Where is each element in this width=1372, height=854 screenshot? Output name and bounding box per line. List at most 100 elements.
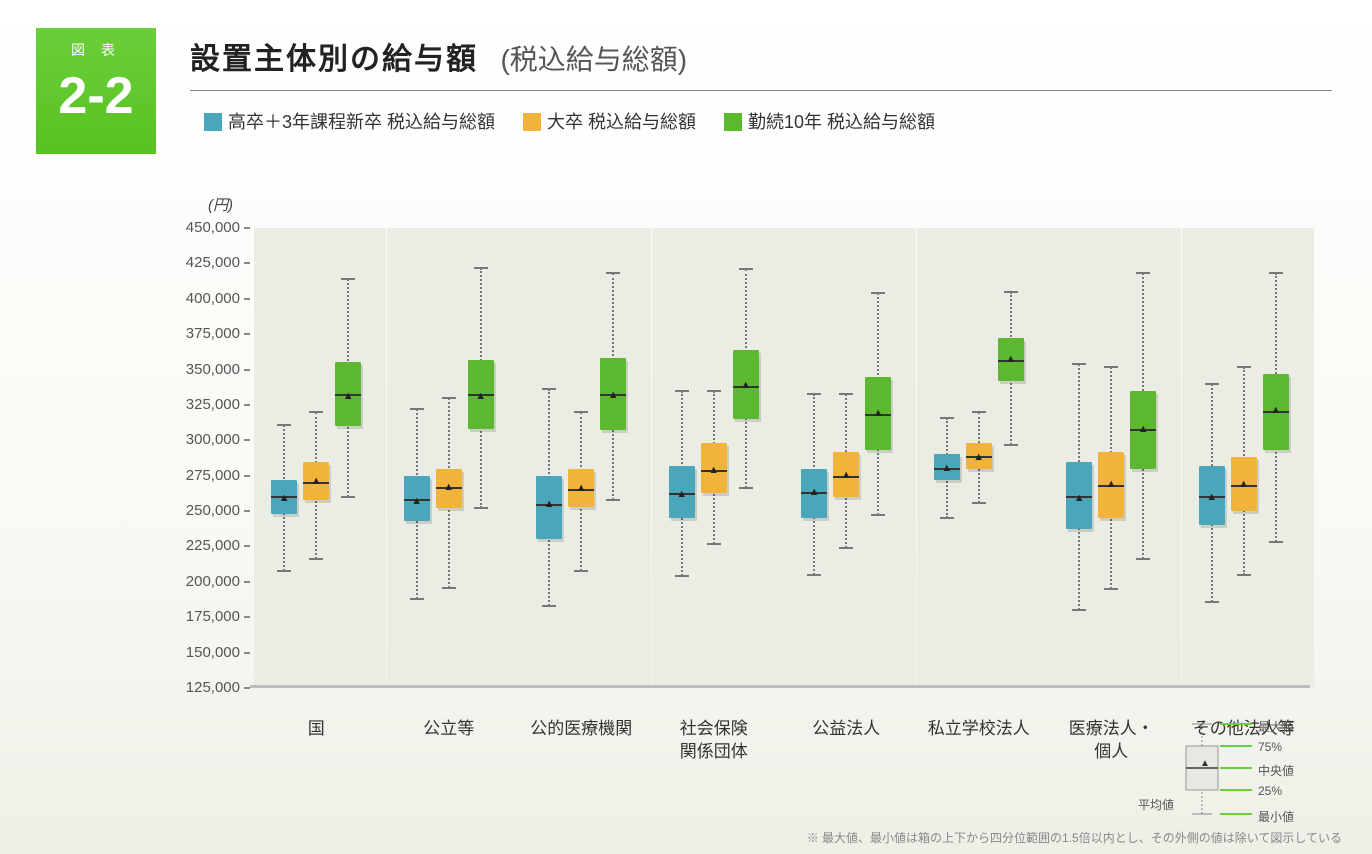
footnote: ※ 最大値、最小値は箱の上下から四分位範囲の1.5倍以内とし、その外側の値は除い… <box>807 829 1342 846</box>
y-tick-mark <box>244 687 250 689</box>
page-subtitle: (税込給与総額) <box>500 44 687 75</box>
category-label: 社会保険 関係団体 <box>644 718 784 764</box>
mean-marker: ▲ <box>1206 491 1217 503</box>
whisker-cap <box>707 390 721 392</box>
whisker-cap <box>940 417 954 419</box>
mean-marker: ▲ <box>1106 478 1117 490</box>
y-tick-label: 450,000 <box>120 219 240 236</box>
chart-area: (円) 125,000150,000175,000200,000225,0002… <box>120 200 1320 730</box>
page-title: 設置主体別の給与額 <box>190 43 478 76</box>
y-tick-label: 125,000 <box>120 679 240 696</box>
mean-marker: ▲ <box>740 379 751 391</box>
boxplot: ▲ <box>801 228 827 688</box>
y-tick-label: 375,000 <box>120 325 240 342</box>
category-label: 国 <box>246 718 386 741</box>
whisker-cap <box>1237 574 1251 576</box>
whisker-cap <box>277 570 291 572</box>
y-axis-unit: (円) <box>208 194 233 215</box>
y-tick-label: 225,000 <box>120 537 240 554</box>
legend-swatch <box>523 113 541 131</box>
boxplot: ▲ <box>1130 228 1156 688</box>
key-mean: 平均値 <box>1138 796 1174 813</box>
legend-label: 大卒 税込給与総額 <box>547 112 696 132</box>
y-tick-mark <box>244 652 250 654</box>
whisker-cap <box>574 411 588 413</box>
y-tick-mark <box>244 227 250 229</box>
whisker-cap <box>410 598 424 600</box>
legend-item: 大卒 税込給与総額 <box>523 112 696 132</box>
mean-marker: ▲ <box>841 469 852 481</box>
title-rule <box>190 90 1332 91</box>
y-tick-label: 150,000 <box>120 644 240 661</box>
y-tick-mark <box>244 333 250 335</box>
whisker-cap <box>341 278 355 280</box>
whisker-cap <box>1136 558 1150 560</box>
whisker-cap <box>1269 541 1283 543</box>
boxplot: ▲ <box>865 228 891 688</box>
y-tick-mark <box>244 298 250 300</box>
boxplot: ▲ <box>733 228 759 688</box>
whisker-cap <box>1104 588 1118 590</box>
whisker-cap <box>410 408 424 410</box>
whisker-cap <box>474 267 488 269</box>
whisker-cap <box>341 496 355 498</box>
boxplot: ▲ <box>1098 228 1124 688</box>
boxplot: ▲ <box>568 228 594 688</box>
title-row: 設置主体別の給与額 (税込給与総額) <box>190 34 1332 78</box>
whisker-cap <box>542 388 556 390</box>
y-tick-mark <box>244 439 250 441</box>
boxplot: ▲ <box>701 228 727 688</box>
mean-marker: ▲ <box>475 390 486 402</box>
whisker-cap <box>1072 363 1086 365</box>
boxplot: ▲ <box>1199 228 1225 688</box>
whisker-cap <box>839 547 853 549</box>
y-tick-label: 250,000 <box>120 502 240 519</box>
whisker-cap <box>542 605 556 607</box>
mean-marker: ▲ <box>973 451 984 463</box>
mean-marker: ▲ <box>809 486 820 498</box>
boxplot: ▲ <box>536 228 562 688</box>
boxplot: ▲ <box>436 228 462 688</box>
whisker-cap <box>574 570 588 572</box>
whisker-cap <box>1104 366 1118 368</box>
legend: 高卒＋3年課程新卒 税込給与総額 大卒 税込給与総額 勤続10年 税込給与総額 <box>204 108 963 134</box>
whisker-cap <box>309 411 323 413</box>
boxplot: ▲ <box>271 228 297 688</box>
whisker-cap <box>871 514 885 516</box>
whisker-cap <box>707 543 721 545</box>
boxplot: ▲ <box>303 228 329 688</box>
svg-text:▲: ▲ <box>1200 758 1210 769</box>
mean-marker: ▲ <box>576 482 587 494</box>
whisker-cap <box>940 517 954 519</box>
boxplot: ▲ <box>1263 228 1289 688</box>
boxplot: ▲ <box>1066 228 1092 688</box>
boxplot: ▲ <box>833 228 859 688</box>
whisker-cap <box>1072 609 1086 611</box>
whisker-cap <box>442 587 456 589</box>
whisker-cap <box>1237 366 1251 368</box>
boxplot: ▲ <box>669 228 695 688</box>
mean-marker: ▲ <box>1005 353 1016 365</box>
whisker-cap <box>807 393 821 395</box>
key-p25: 25% <box>1258 784 1282 798</box>
badge-number: 2-2 <box>36 60 156 122</box>
whisker-cap <box>807 574 821 576</box>
y-tick-mark <box>244 404 250 406</box>
category-label: 公立等 <box>379 718 519 741</box>
y-tick-label: 300,000 <box>120 431 240 448</box>
whisker-cap <box>675 390 689 392</box>
whisker-cap <box>1205 601 1219 603</box>
figure-badge: 図 表 2-2 <box>36 28 156 154</box>
legend-item: 高卒＋3年課程新卒 税込給与総額 <box>204 112 495 132</box>
mean-marker: ▲ <box>608 389 619 401</box>
legend-item: 勤続10年 税込給与総額 <box>724 112 935 132</box>
legend-label: 高卒＋3年課程新卒 税込給与総額 <box>228 112 495 132</box>
boxplot-key: ▲ 最大値75%中央値25%最小値平均値 <box>1142 716 1342 826</box>
category-label: 公益法人 <box>776 718 916 741</box>
plot-area: 125,000150,000175,000200,000225,000250,0… <box>250 228 1310 688</box>
whisker-cap <box>1136 272 1150 274</box>
whisker-cap <box>1269 272 1283 274</box>
mean-marker: ▲ <box>544 498 555 510</box>
key-max: 最大値 <box>1258 718 1294 735</box>
whisker-cap <box>739 487 753 489</box>
